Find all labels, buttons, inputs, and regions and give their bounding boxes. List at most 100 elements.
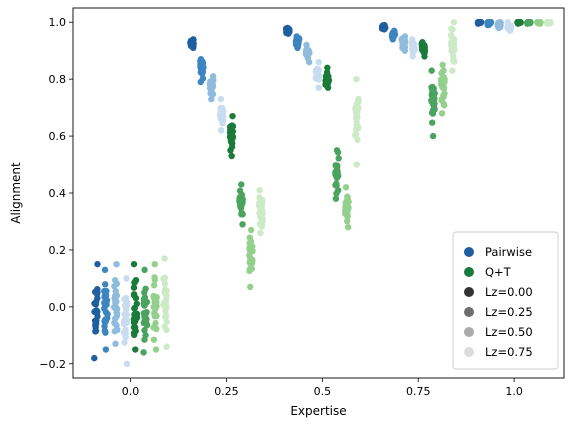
data-point (217, 127, 225, 134)
data-point (257, 229, 264, 237)
data-point (94, 308, 101, 316)
data-point (120, 317, 128, 325)
data-point (227, 147, 234, 154)
data-point (150, 324, 157, 331)
data-point (141, 301, 148, 309)
data-point (141, 266, 148, 274)
data-point (238, 209, 245, 217)
data-point (448, 41, 455, 49)
data-point (103, 287, 110, 295)
data-point (104, 310, 111, 318)
data-point (429, 132, 437, 140)
data-point (430, 103, 438, 110)
data-point (354, 136, 361, 144)
data-point (420, 42, 427, 49)
data-point (246, 283, 254, 291)
data-point (141, 327, 148, 334)
data-point (130, 329, 138, 337)
data-point (163, 326, 170, 334)
data-point (516, 19, 523, 27)
data-point (335, 155, 342, 162)
data-point (153, 312, 160, 320)
data-point (440, 93, 447, 101)
series-qplust-lz-0-5 (150, 19, 544, 353)
data-point (344, 204, 352, 211)
data-point (132, 346, 139, 353)
data-point (120, 329, 128, 336)
y-tick-label: 0.6 (49, 130, 67, 143)
data-point (353, 75, 360, 83)
data-point (448, 33, 455, 41)
data-point (332, 168, 339, 176)
data-points (91, 19, 554, 367)
data-point (476, 19, 483, 26)
data-point (248, 265, 255, 272)
data-point (352, 131, 360, 138)
data-point (150, 282, 158, 289)
data-point (150, 336, 158, 343)
data-point (161, 299, 168, 307)
data-point (92, 288, 99, 296)
data-point (208, 95, 215, 103)
data-point (315, 84, 322, 91)
data-point (450, 19, 458, 26)
series-qplust-lz-0-25 (140, 19, 534, 356)
data-point (334, 149, 342, 156)
data-point (353, 161, 360, 168)
data-point (219, 120, 226, 127)
data-point (354, 113, 361, 121)
data-point (342, 184, 350, 191)
series-qplust-lz-0 (130, 19, 524, 353)
data-point (547, 20, 554, 27)
data-point (379, 24, 386, 32)
data-point (142, 315, 149, 322)
data-point (238, 181, 245, 188)
y-tick-label: 0.4 (49, 187, 67, 200)
data-point (94, 295, 101, 302)
data-point (101, 327, 109, 334)
data-point (161, 289, 168, 296)
data-point (101, 305, 108, 312)
y-axis-label: Alignment (9, 162, 23, 224)
data-point (163, 343, 170, 350)
data-point (113, 310, 121, 317)
data-point (344, 217, 351, 225)
data-point (142, 285, 149, 292)
data-point (526, 19, 533, 26)
data-point (399, 38, 407, 45)
data-point (92, 301, 100, 308)
data-point (131, 311, 138, 318)
data-point (247, 226, 255, 234)
legend-marker (464, 347, 474, 357)
data-point (429, 83, 436, 91)
data-point (259, 200, 266, 207)
data-point (315, 58, 322, 66)
data-point (333, 163, 341, 171)
data-point (389, 31, 396, 38)
data-point (199, 75, 207, 82)
data-point (187, 41, 195, 48)
data-point (333, 182, 340, 189)
data-point (207, 83, 215, 90)
legend: Pairwise Q+T Lz=0.00 Lz=0.25 Lz=0.50 Lz=0.75 (452, 231, 559, 370)
data-point (92, 324, 99, 331)
data-point (101, 266, 109, 274)
legend-label: Lz=0.50 (485, 325, 533, 339)
data-point (239, 221, 246, 228)
data-point (142, 332, 149, 339)
data-point (449, 67, 456, 74)
data-point (353, 107, 360, 114)
data-point (439, 61, 446, 69)
data-point (130, 284, 138, 291)
data-point (103, 298, 110, 306)
data-point (438, 110, 446, 117)
data-point (112, 340, 119, 348)
data-point (285, 26, 293, 33)
data-point (355, 95, 362, 103)
data-point (410, 47, 418, 54)
data-point (123, 360, 131, 367)
legend-label: Pairwise (485, 245, 532, 259)
data-point (217, 95, 225, 103)
data-point (450, 55, 457, 62)
